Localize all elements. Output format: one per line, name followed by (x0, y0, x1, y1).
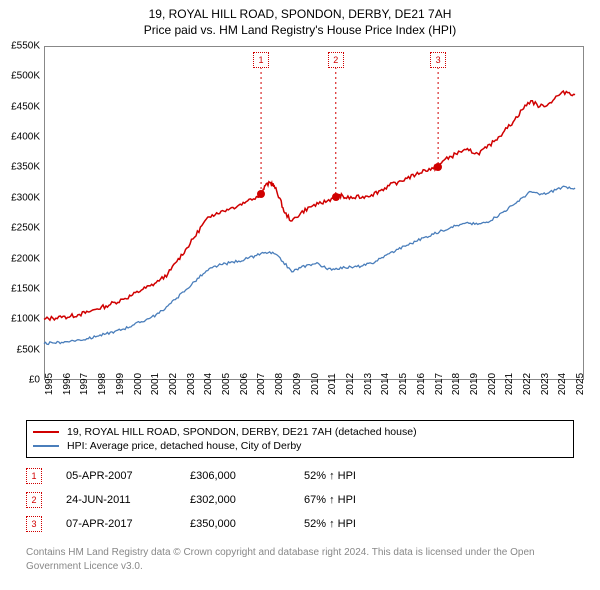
y-tick-label: £250K (11, 223, 40, 234)
legend-row: 19, ROYAL HILL ROAD, SPONDON, DERBY, DE2… (33, 425, 567, 439)
legend-label: 19, ROYAL HILL ROAD, SPONDON, DERBY, DE2… (67, 426, 417, 438)
x-tick-label: 2024 (557, 373, 568, 395)
x-tick-label: 2005 (221, 373, 232, 395)
title-block: 19, ROYAL HILL ROAD, SPONDON, DERBY, DE2… (0, 0, 600, 38)
footer-note: Contains HM Land Registry data © Crown c… (26, 546, 574, 573)
x-tick-label: 1996 (62, 373, 73, 395)
plot-area: £0£50K£100K£150K£200K£250K£300K£350K£400… (44, 46, 584, 380)
x-tick-label: 2002 (168, 373, 179, 395)
x-tick-label: 2001 (150, 373, 161, 395)
sale-marker-dot (257, 190, 265, 198)
x-tick-label: 1997 (79, 373, 90, 395)
x-tick-label: 2022 (522, 373, 533, 395)
sale-row: 3 07-APR-2017 £350,000 52% ↑ HPI (26, 512, 574, 536)
chart-container: 19, ROYAL HILL ROAD, SPONDON, DERBY, DE2… (0, 0, 600, 590)
x-tick-label: 2007 (256, 373, 267, 395)
x-tick-label: 2025 (575, 373, 586, 395)
series-line (44, 186, 575, 344)
x-tick-label: 2023 (540, 373, 551, 395)
x-tick-label: 2009 (292, 373, 303, 395)
x-tick-label: 1995 (44, 373, 55, 395)
x-tick-label: 2019 (469, 373, 480, 395)
sale-delta: 52% ↑ HPI (304, 470, 356, 482)
sale-marker-num: 3 (26, 516, 42, 532)
legend-box: 19, ROYAL HILL ROAD, SPONDON, DERBY, DE2… (26, 420, 574, 458)
sale-price: £302,000 (190, 494, 280, 506)
sale-marker-box: 3 (430, 52, 446, 68)
sale-delta: 52% ↑ HPI (304, 518, 356, 530)
title-line1: 19, ROYAL HILL ROAD, SPONDON, DERBY, DE2… (0, 6, 600, 22)
sales-block: 1 05-APR-2007 £306,000 52% ↑ HPI 2 24-JU… (26, 464, 574, 536)
title-line2: Price paid vs. HM Land Registry's House … (0, 22, 600, 38)
x-tick-label: 2010 (310, 373, 321, 395)
sale-row: 1 05-APR-2007 £306,000 52% ↑ HPI (26, 464, 574, 488)
sale-marker-dot (332, 193, 340, 201)
x-tick-label: 2006 (239, 373, 250, 395)
sale-marker-num: 1 (26, 468, 42, 484)
sale-price: £306,000 (190, 470, 280, 482)
sale-delta: 67% ↑ HPI (304, 494, 356, 506)
x-tick-label: 1999 (115, 373, 126, 395)
y-tick-label: £50K (17, 344, 40, 355)
sale-marker-box: 1 (253, 52, 269, 68)
y-tick-label: £0 (29, 375, 40, 386)
x-tick-label: 2014 (380, 373, 391, 395)
sale-marker-num: 2 (26, 492, 42, 508)
y-tick-label: £450K (11, 101, 40, 112)
legend-swatch (33, 445, 59, 447)
sale-marker-dot (434, 163, 442, 171)
sale-marker-box: 2 (328, 52, 344, 68)
y-tick-label: £100K (11, 314, 40, 325)
y-tick-label: £400K (11, 132, 40, 143)
x-tick-label: 1998 (97, 373, 108, 395)
sale-date: 24-JUN-2011 (66, 494, 166, 506)
x-tick-label: 2004 (203, 373, 214, 395)
y-tick-label: £200K (11, 253, 40, 264)
x-tick-label: 2000 (133, 373, 144, 395)
x-tick-label: 2016 (416, 373, 427, 395)
x-tick-label: 2020 (487, 373, 498, 395)
sale-row: 2 24-JUN-2011 £302,000 67% ↑ HPI (26, 488, 574, 512)
x-tick-label: 2013 (363, 373, 374, 395)
x-tick-label: 2012 (345, 373, 356, 395)
chart-svg (44, 46, 584, 380)
x-tick-label: 2008 (274, 373, 285, 395)
sale-date: 07-APR-2017 (66, 518, 166, 530)
sale-date: 05-APR-2007 (66, 470, 166, 482)
legend-label: HPI: Average price, detached house, City… (67, 440, 301, 452)
x-tick-label: 2017 (434, 373, 445, 395)
x-tick-label: 2018 (451, 373, 462, 395)
y-tick-label: £300K (11, 192, 40, 203)
legend-swatch (33, 431, 59, 433)
series-line (44, 91, 575, 320)
y-tick-label: £550K (11, 41, 40, 52)
y-tick-label: £350K (11, 162, 40, 173)
x-tick-label: 2003 (186, 373, 197, 395)
y-tick-label: £500K (11, 71, 40, 82)
x-tick-label: 2015 (398, 373, 409, 395)
legend-row: HPI: Average price, detached house, City… (33, 439, 567, 453)
y-tick-label: £150K (11, 283, 40, 294)
sale-price: £350,000 (190, 518, 280, 530)
x-tick-label: 2021 (504, 373, 515, 395)
x-tick-label: 2011 (327, 373, 338, 395)
